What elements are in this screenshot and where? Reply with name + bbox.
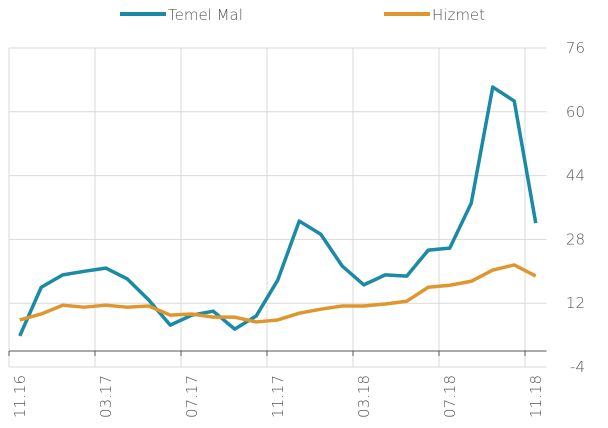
y-tick-label: 28 [566,230,585,248]
y-tick-label: 44 [566,167,585,185]
x-tick-label: 03.17 [97,375,115,418]
y-tick-label: 76 [566,39,585,57]
y-tick-label: 60 [566,103,585,121]
x-tick-label: 03.18 [355,375,373,418]
x-tick-label: 11.16 [11,375,29,418]
y-tick-label: -4 [570,358,585,376]
x-tick-label: 07.17 [183,375,201,418]
y-tick-label: 12 [566,294,585,312]
legend-label: Hizmet [432,6,485,24]
series-line [19,263,537,324]
x-tick-label: 11.18 [527,375,545,418]
x-tick-label: 07.18 [441,375,459,418]
legend-label: Temel Mal [168,6,243,24]
x-tick-label: 11.17 [269,375,287,418]
series-line [18,85,538,337]
